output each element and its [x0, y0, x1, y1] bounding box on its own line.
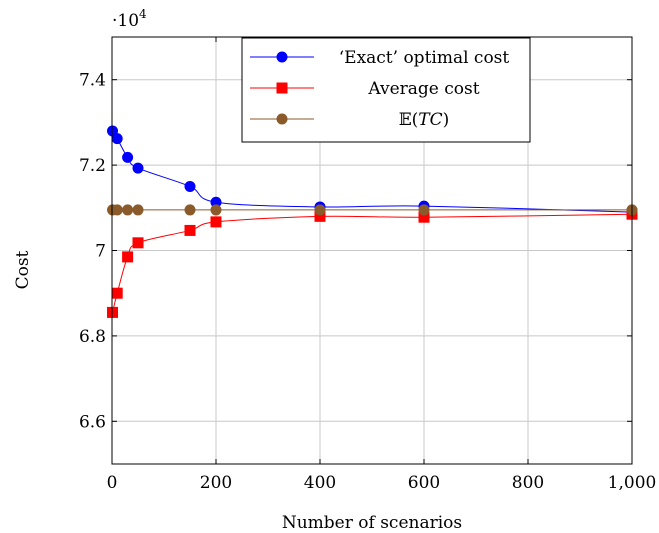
data-point-series-1	[314, 210, 326, 222]
x-tick-label: 600	[408, 473, 440, 493]
x-tick-label: 800	[512, 473, 544, 493]
series-lines	[112, 130, 633, 313]
series-markers	[107, 125, 638, 318]
legend-box	[241, 37, 531, 143]
data-point-series-1	[210, 216, 222, 228]
data-point-series-1	[184, 224, 196, 236]
data-point-series-0	[210, 196, 222, 208]
y-axis-label: Cost	[13, 250, 33, 289]
y-tick-label: 7.2	[79, 156, 106, 176]
y-multiplier-label: ·104	[112, 7, 147, 31]
data-point-series-0	[132, 162, 144, 174]
x-tick-label: 400	[304, 473, 336, 493]
y-multiplier-exponent: 4	[139, 7, 147, 21]
legend: ‘Exact’ optimal cost Average cost 𝔼(TC)	[241, 37, 531, 143]
y-tick-label: 7.4	[79, 71, 106, 91]
data-point-series-0	[184, 180, 196, 192]
series-line-0	[112, 130, 633, 213]
data-point-series-1	[107, 306, 119, 318]
series-line-1	[112, 213, 633, 313]
data-point-series-1	[122, 251, 134, 263]
legend-marker-0	[276, 51, 288, 63]
y-multiplier-base: ·10	[112, 11, 139, 31]
data-point-series-2	[314, 204, 326, 216]
data-point-series-2	[122, 204, 134, 216]
data-point-series-2	[184, 204, 196, 216]
axis-ticks: 0 200 400 600 800 1,000 6.6 6.8 7 7.2 7.4	[79, 37, 656, 493]
y-tick-label: 6.8	[79, 327, 106, 347]
x-tick-label: 1,000	[608, 473, 657, 493]
data-point-series-1	[132, 237, 144, 249]
x-tick-label: 200	[200, 473, 232, 493]
data-point-series-1	[111, 287, 123, 299]
legend-marker-1	[276, 82, 288, 94]
y-tick-label: 6.6	[79, 412, 106, 432]
data-point-series-2	[210, 204, 222, 216]
data-point-series-1	[418, 211, 430, 223]
legend-label-1: Average cost	[367, 79, 479, 99]
legend-label-2: 𝔼(TC)	[399, 110, 450, 130]
legend-marker-2	[276, 113, 288, 125]
data-point-series-0	[111, 133, 123, 145]
y-tick-label: 7	[95, 242, 106, 262]
data-point-series-2	[132, 204, 144, 216]
x-tick-label: 0	[107, 473, 118, 493]
data-point-series-2	[111, 204, 123, 216]
data-point-series-0	[122, 151, 134, 163]
legend-label-0: ‘Exact’ optimal cost	[339, 48, 510, 68]
x-axis-label: Number of scenarios	[282, 513, 462, 533]
data-point-series-2	[418, 204, 430, 216]
